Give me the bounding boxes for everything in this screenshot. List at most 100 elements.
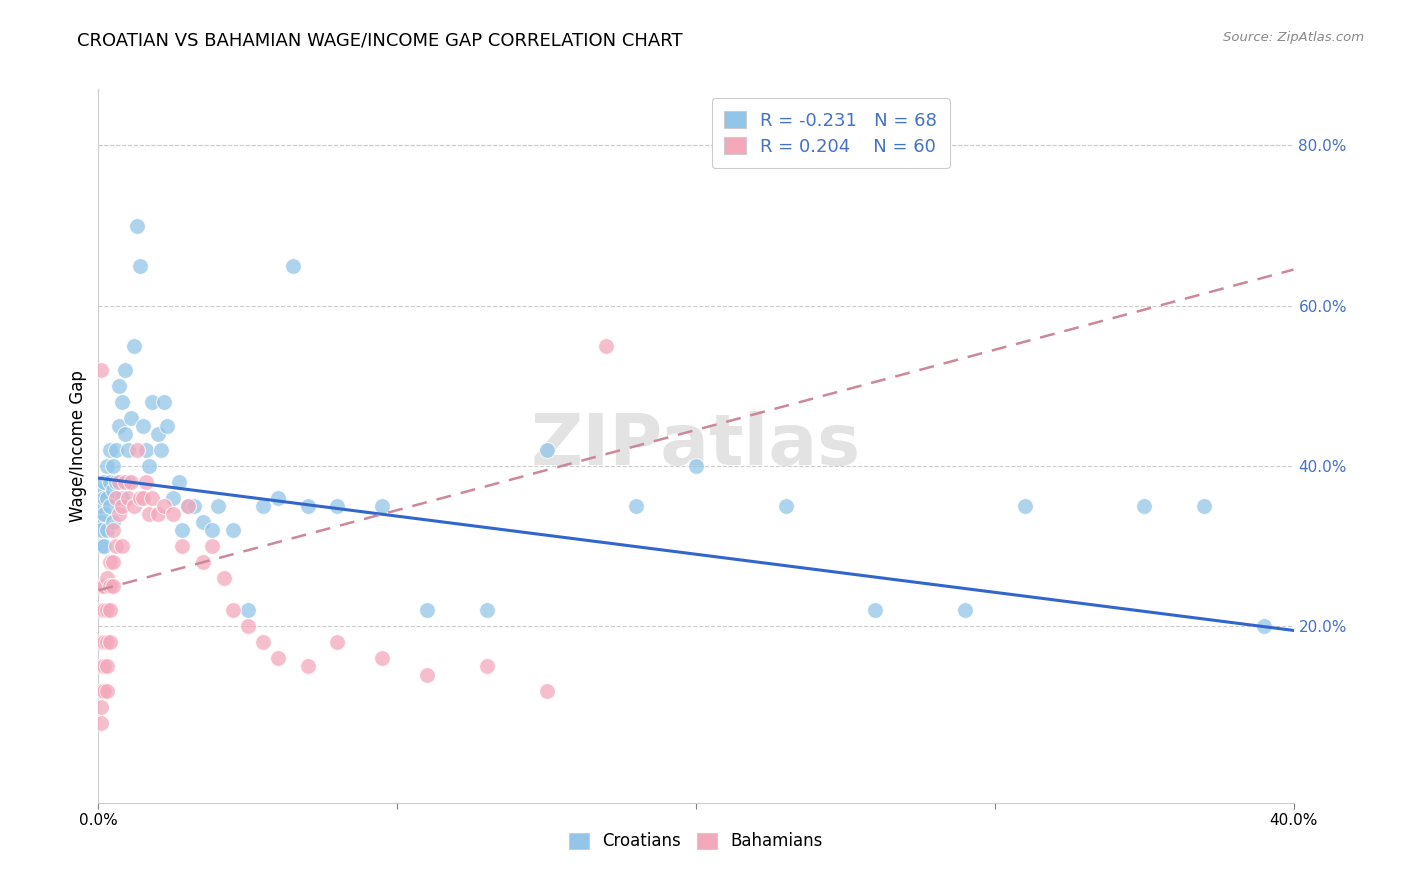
Point [124,339,146,353]
Point [156,419,179,434]
Point [475,603,498,617]
Point [1192,499,1215,513]
Point [90,539,112,553]
Point [416,603,439,617]
Point [129,491,152,505]
Point [105,491,128,505]
Point [111,499,134,513]
Point [105,539,128,553]
Point [124,499,146,513]
Point [93,579,115,593]
Point [1133,499,1156,513]
Point [153,395,176,409]
Point [153,499,176,513]
Point [108,379,131,393]
Point [114,427,136,442]
Point [96,491,118,505]
Point [93,603,115,617]
Point [201,523,224,537]
Point [90,659,112,673]
Point [135,475,157,489]
Point [90,499,112,513]
Point [93,475,115,489]
Point [93,539,115,553]
Point [117,442,139,457]
Point [252,499,274,513]
Point [98,579,122,593]
Point [865,603,887,617]
Point [172,539,194,553]
Point [108,475,131,489]
Point [96,659,118,673]
Point [207,499,229,513]
Point [172,523,194,537]
Point [536,442,558,457]
Point [90,523,112,537]
Point [297,659,319,673]
Point [111,491,134,505]
Point [103,458,125,473]
Point [120,475,142,489]
Point [162,507,184,521]
Point [626,499,648,513]
Point [475,659,498,673]
Point [326,499,349,513]
Point [132,491,155,505]
Y-axis label: Wage/Income Gap: Wage/Income Gap [69,370,87,522]
Point [90,699,112,714]
Point [267,651,290,665]
Point [90,579,112,593]
Point [326,635,349,649]
Text: Source: ZipAtlas.com: Source: ZipAtlas.com [1223,31,1364,45]
Point [183,499,205,513]
Point [117,491,139,505]
Point [90,363,112,377]
Point [90,683,112,698]
Point [103,555,125,569]
Point [132,419,155,434]
Point [114,363,136,377]
Point [167,475,190,489]
Point [127,442,149,457]
Point [108,419,131,434]
Point [105,442,128,457]
Point [93,683,115,698]
Point [96,683,118,698]
Point [222,523,245,537]
Point [98,442,122,457]
Point [93,507,115,521]
Point [252,635,274,649]
Point [685,458,707,473]
Point [148,427,170,442]
Point [96,458,118,473]
Point [138,458,160,473]
Point [93,491,115,505]
Point [371,499,394,513]
Point [236,603,259,617]
Legend: Croatians, Bahamians: Croatians, Bahamians [561,824,831,859]
Point [90,515,112,529]
Text: ZIPatlas: ZIPatlas [531,411,860,481]
Point [117,475,139,489]
Point [191,515,214,529]
Point [135,442,157,457]
Point [103,483,125,497]
Point [371,651,394,665]
Point [93,635,115,649]
Point [141,395,163,409]
Point [141,491,163,505]
Point [775,499,797,513]
Point [416,667,439,681]
Point [1253,619,1275,633]
Point [98,499,122,513]
Point [96,603,118,617]
Point [267,491,290,505]
Point [148,507,170,521]
Point [98,635,122,649]
Point [536,683,558,698]
Point [90,715,112,730]
Point [103,579,125,593]
Point [222,603,245,617]
Point [96,571,118,585]
Point [96,635,118,649]
